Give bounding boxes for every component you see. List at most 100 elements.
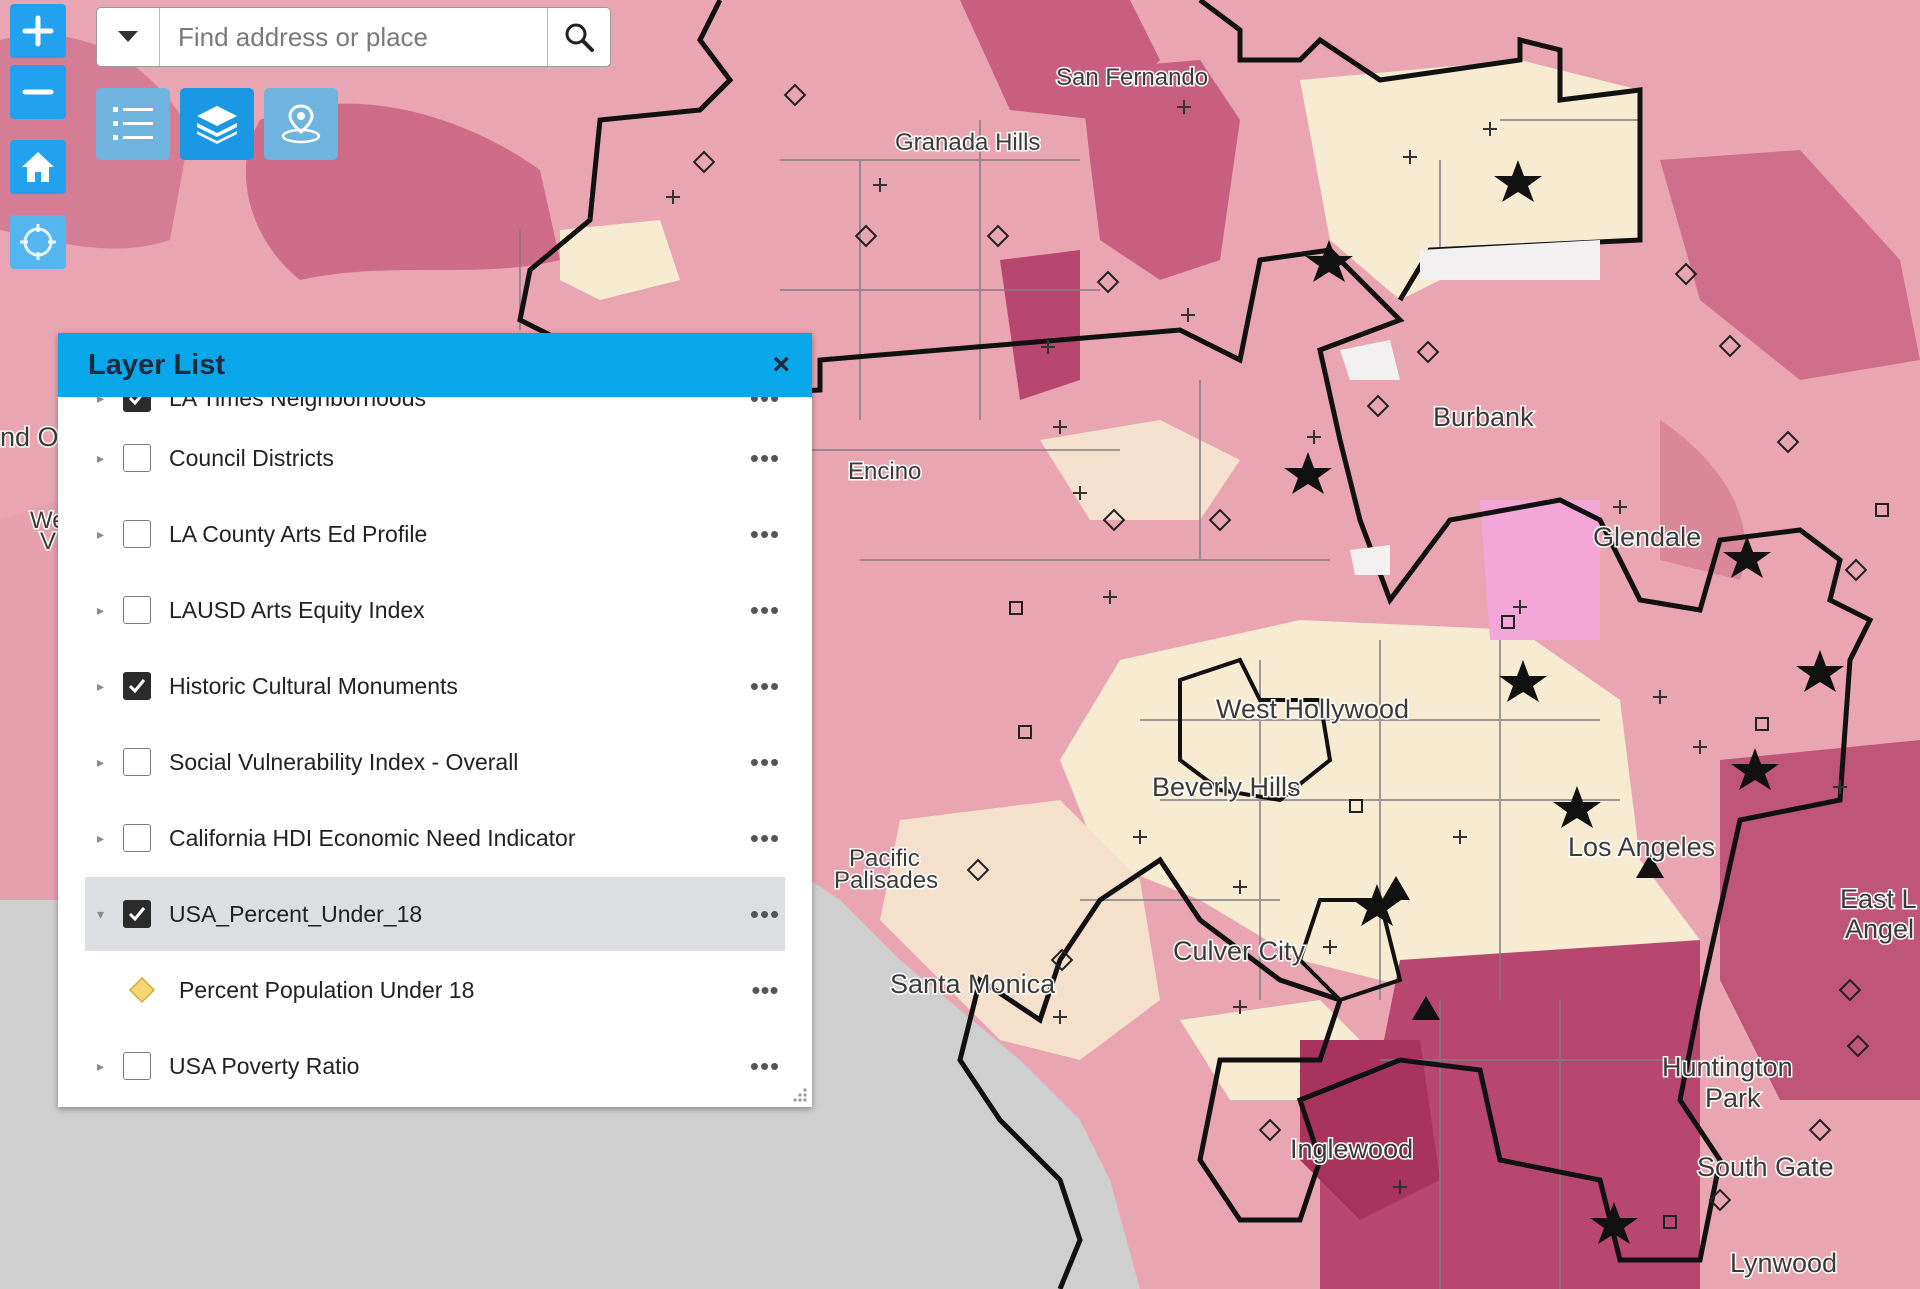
- expand-arrow-icon[interactable]: ▸: [97, 525, 105, 542]
- star-marker: [1590, 1202, 1638, 1244]
- triangle-marker: [1382, 876, 1410, 900]
- star-marker: [1553, 786, 1601, 828]
- close-icon[interactable]: ×: [772, 348, 790, 381]
- square-marker: [1018, 725, 1032, 739]
- layer-options-icon[interactable]: •••: [749, 747, 781, 777]
- diamond-marker: [966, 858, 990, 882]
- layer-label: LA Times Neighborhoods: [169, 397, 426, 411]
- search-input[interactable]: [160, 8, 547, 66]
- diamond-marker: [1808, 1118, 1832, 1142]
- layer-options-icon[interactable]: •••: [749, 671, 781, 701]
- diamond-marker: [1258, 1118, 1282, 1142]
- legend-tool-button[interactable]: [96, 88, 170, 160]
- layer-checkbox[interactable]: [123, 1052, 151, 1080]
- locate-button[interactable]: [10, 215, 66, 269]
- legend-row-percent-under-18[interactable]: Percent Population Under 18 •••: [85, 953, 785, 1027]
- list-icon: [113, 107, 153, 140]
- layer-row-council-districts[interactable]: ▸ Council Districts •••: [85, 421, 785, 495]
- diamond-swatch-icon: [128, 976, 156, 1004]
- square-marker: [1009, 601, 1023, 615]
- region-empty-2: [1340, 340, 1400, 380]
- layer-label: USA Poverty Ratio: [169, 1052, 360, 1079]
- layer-checkbox[interactable]: [123, 672, 151, 700]
- layer-options-icon[interactable]: •••: [749, 899, 781, 929]
- minus-icon: [22, 89, 54, 95]
- expand-arrow-icon[interactable]: ▸: [97, 753, 105, 770]
- layer-options-icon[interactable]: •••: [749, 397, 781, 413]
- star-marker: [1353, 884, 1401, 926]
- expand-arrow-icon[interactable]: ▸: [97, 1057, 105, 1074]
- expand-arrow-icon[interactable]: ▸: [97, 601, 105, 618]
- collapse-arrow-icon[interactable]: ▾: [97, 905, 105, 922]
- search-button[interactable]: [547, 8, 610, 66]
- layer-row-lausd-arts-equity-index[interactable]: ▸ LAUSD Arts Equity Index •••: [85, 573, 785, 647]
- layer-checkbox[interactable]: [123, 596, 151, 624]
- location-tool-button[interactable]: [264, 88, 338, 160]
- plus-marker: [1041, 340, 1055, 354]
- label-encino: Encino: [848, 458, 921, 485]
- label-inglewood: Inglewood: [1290, 1134, 1413, 1164]
- star-marker: [1305, 240, 1353, 282]
- resize-handle-icon[interactable]: [790, 1085, 808, 1103]
- layer-options-icon[interactable]: •••: [749, 443, 781, 473]
- search-source-dropdown[interactable]: [97, 8, 160, 66]
- layer-row-california-hdi[interactable]: ▸ California HDI Economic Need Indicator…: [85, 801, 785, 875]
- layer-options-icon[interactable]: •••: [749, 595, 781, 625]
- plus-marker: [1233, 880, 1247, 894]
- layer-label: LA County Arts Ed Profile: [169, 520, 428, 547]
- square-markers: [1009, 503, 1889, 1229]
- layer-checkbox[interactable]: [123, 748, 151, 776]
- layer-checkbox[interactable]: [123, 397, 151, 412]
- plus-marker: [1653, 690, 1667, 704]
- layer-checkbox[interactable]: [123, 900, 151, 928]
- expand-arrow-icon[interactable]: ▸: [97, 677, 105, 694]
- plus-markers: [666, 100, 1847, 1194]
- layer-list-tool-button[interactable]: [180, 88, 254, 160]
- label-culver-city: Culver City: [1173, 936, 1306, 966]
- layer-options-icon[interactable]: •••: [749, 1051, 781, 1081]
- layer-label: USA_Percent_Under_18: [169, 900, 423, 927]
- legend-label: Percent Population Under 18: [179, 976, 475, 1003]
- layer-checkbox[interactable]: [123, 520, 151, 548]
- label-san-fernando: San Fernando: [1056, 64, 1208, 91]
- layer-row-la-county-arts-ed-profile[interactable]: ▸ LA County Arts Ed Profile •••: [85, 497, 785, 571]
- plus-marker: [1307, 430, 1321, 444]
- layer-row-la-times-neighborhoods[interactable]: ▸ LA Times Neighborhoods •••: [85, 397, 785, 435]
- map-ocean-left: [0, 500, 60, 900]
- expand-arrow-icon[interactable]: ▸: [97, 829, 105, 846]
- layer-row-usa-poverty-ratio[interactable]: ▸ USA Poverty Ratio •••: [85, 1029, 785, 1103]
- plus-marker: [1403, 150, 1417, 164]
- layer-list-body[interactable]: ▸ LA Times Neighborhoods ••• ▸ Council D…: [58, 397, 812, 1107]
- home-button[interactable]: [10, 140, 66, 194]
- square-marker: [1349, 799, 1363, 813]
- layer-options-icon[interactable]: •••: [749, 519, 781, 549]
- expand-arrow-icon[interactable]: ▸: [97, 449, 105, 466]
- zoom-out-button[interactable]: [10, 65, 66, 119]
- layer-label: LAUSD Arts Equity Index: [169, 596, 425, 623]
- plus-marker: [1053, 1010, 1067, 1024]
- layer-checkbox[interactable]: [123, 824, 151, 852]
- expand-arrow-icon[interactable]: ▸: [97, 397, 105, 406]
- diamond-marker: [1776, 430, 1800, 454]
- zoom-in-button[interactable]: [10, 4, 66, 58]
- plus-marker: [1073, 486, 1087, 500]
- label-burbank: Burbank: [1433, 402, 1534, 432]
- region-pale-westside: [880, 800, 1160, 1060]
- check-icon: [128, 907, 146, 922]
- plus-marker: [1133, 830, 1147, 844]
- plus-marker: [1233, 1000, 1247, 1014]
- label-v: V: [40, 528, 56, 555]
- plus-marker: [1833, 780, 1847, 794]
- layer-row-historic-cultural-monuments[interactable]: ▸ Historic Cultural Monuments •••: [85, 649, 785, 723]
- plus-marker: [1483, 122, 1497, 136]
- legend-options-icon[interactable]: •••: [751, 974, 779, 1005]
- label-lynwood: Lynwood: [1730, 1248, 1837, 1278]
- layer-options-icon[interactable]: •••: [749, 823, 781, 853]
- layer-row-usa-percent-under-18[interactable]: ▾ USA_Percent_Under_18 •••: [85, 877, 785, 951]
- home-icon: [22, 152, 54, 182]
- square-marker: [1663, 1215, 1677, 1229]
- layer-row-social-vulnerability-index[interactable]: ▸ Social Vulnerability Index - Overall •…: [85, 725, 785, 799]
- label-east: East L: [1840, 884, 1917, 914]
- plus-marker: [1177, 100, 1191, 114]
- layer-checkbox[interactable]: [123, 444, 151, 472]
